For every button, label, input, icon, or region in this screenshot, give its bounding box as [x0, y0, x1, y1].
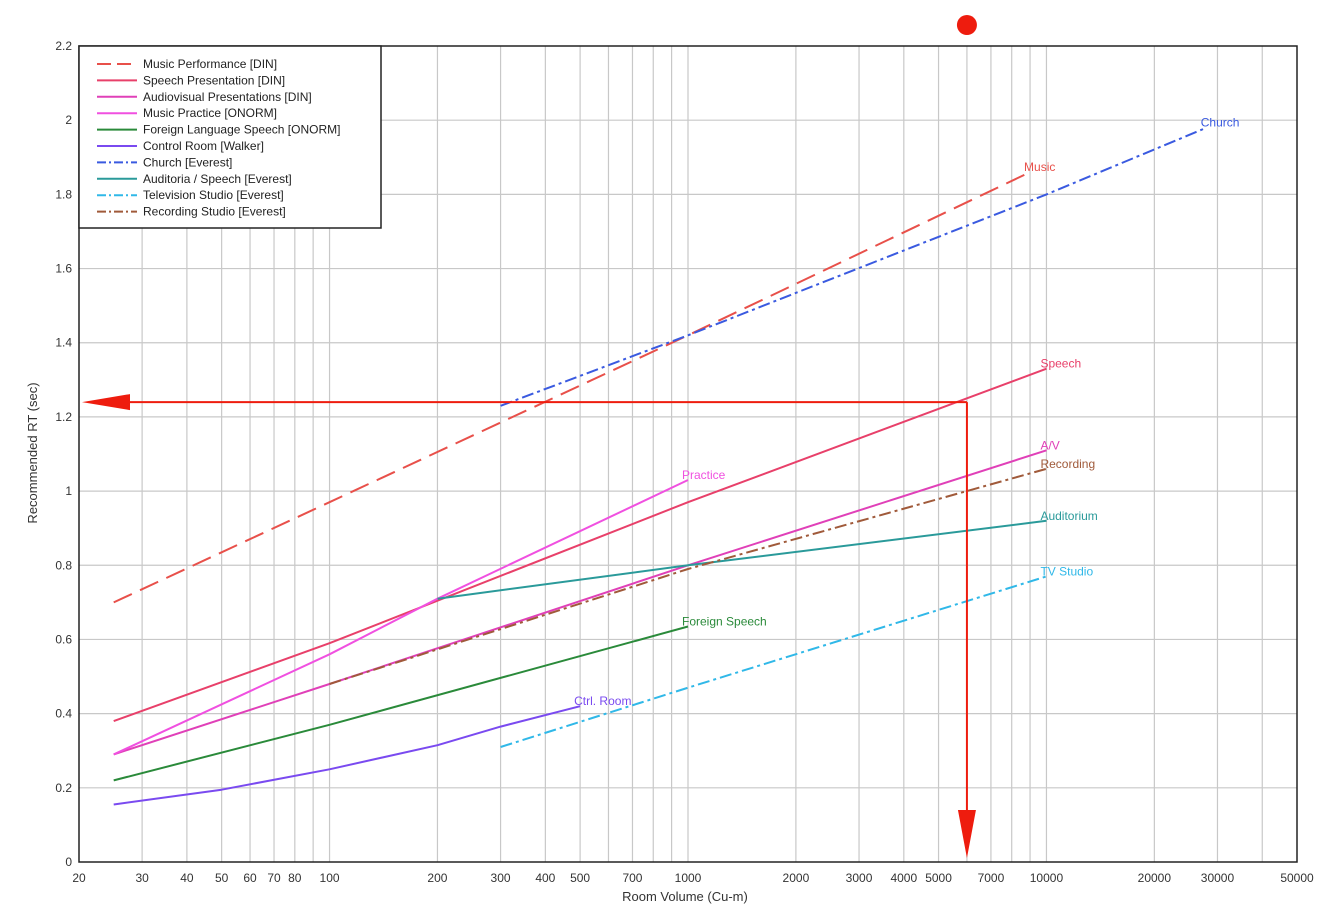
- legend-entry: Music Practice [ONORM]: [143, 106, 277, 120]
- plot-border: [78, 45, 1298, 863]
- series-label: Recording: [1040, 457, 1095, 471]
- series-lines: [113, 126, 1208, 806]
- series-labels: Music Speech A/V Practice Foreign Speech Ctrl…: [574, 116, 1239, 709]
- legend-box: [78, 45, 382, 229]
- series-label: Speech: [1040, 357, 1081, 371]
- vertical-arrow-head: [957, 810, 976, 858]
- x-tick-label: 300: [491, 871, 511, 885]
- series-line: [113, 625, 689, 782]
- series-label: TV Studio: [1040, 564, 1093, 578]
- legend-entry: Foreign Language Speech [ONORM]: [143, 123, 340, 137]
- legend-entry: Television Studio [Everest]: [143, 188, 284, 202]
- x-tick-label: 30000: [1201, 871, 1235, 885]
- x-tick-label: 2000: [783, 871, 810, 885]
- y-tick-label: 1: [65, 484, 72, 498]
- y-axis-title: Recommended RT (sec): [25, 382, 40, 523]
- x-tick-label: 400: [535, 871, 555, 885]
- legend-entry: Music Performance [DIN]: [143, 57, 277, 71]
- x-tick-label: 30: [135, 871, 149, 885]
- series-line: [329, 467, 1047, 685]
- y-tick-label: 0.8: [55, 558, 72, 572]
- legend-entry: Recording Studio [Everest]: [143, 205, 286, 219]
- series-label: Ctrl. Room: [574, 694, 631, 708]
- x-tick-label: 70: [267, 871, 281, 885]
- x-tick-label: 4000: [890, 871, 917, 885]
- y-tick-label: 0.4: [55, 707, 72, 721]
- x-tick-label: 50000: [1280, 871, 1314, 885]
- legend-entry: Auditoria / Speech [Everest]: [143, 172, 292, 186]
- horizontal-arrow-head: [82, 394, 130, 411]
- series-label: Music: [1024, 160, 1055, 174]
- y-tick-label: 1.8: [55, 187, 72, 201]
- series-line: [437, 519, 1047, 600]
- red-dot-marker: [956, 15, 977, 35]
- x-tick-label: 3000: [846, 871, 873, 885]
- x-tick-label: 40: [180, 871, 194, 885]
- legend-entry: Speech Presentation [DIN]: [143, 73, 285, 87]
- legend-entry: Church [Everest]: [143, 155, 232, 169]
- series-line: [113, 171, 1031, 604]
- x-tick-label: 700: [622, 871, 642, 885]
- x-tick-label: 20000: [1138, 871, 1172, 885]
- y-tick-label: 1.2: [55, 410, 72, 424]
- x-tick-label: 50: [215, 871, 229, 885]
- series-line: [500, 575, 1047, 748]
- y-tick-label: 0: [65, 855, 72, 869]
- annotation: [82, 15, 977, 858]
- x-tick-label: 5000: [925, 871, 952, 885]
- x-tick-label: 60: [243, 871, 257, 885]
- y-tick-label: 1.6: [55, 262, 72, 276]
- series-line: [500, 126, 1208, 407]
- x-tick-label: 1000: [675, 871, 702, 885]
- x-axis-title: Room Volume (Cu-m): [622, 889, 748, 904]
- y-tick-label: 1.4: [55, 336, 72, 350]
- legend-entry: Control Room [Walker]: [143, 139, 264, 153]
- y-tick-label: 0.2: [55, 781, 72, 795]
- x-tick-label: 200: [427, 871, 447, 885]
- plot-frame: [78, 45, 1298, 863]
- legend-entry: Audiovisual Presentations [DIN]: [143, 90, 312, 104]
- y-tick-label: 2.2: [55, 39, 72, 53]
- series-label: Practice: [682, 468, 726, 482]
- series-line: [113, 479, 689, 756]
- series-line: [113, 449, 1047, 756]
- series-label: Foreign Speech: [682, 614, 767, 628]
- y-tick-label: 2: [65, 113, 72, 127]
- x-tick-label: 500: [570, 871, 590, 885]
- series-line: [113, 705, 581, 806]
- series-label: A/V: [1040, 438, 1059, 452]
- x-tick-label: 7000: [978, 871, 1005, 885]
- x-tick-label: 80: [288, 871, 302, 885]
- series-label: Auditorium: [1040, 509, 1097, 523]
- x-tick-label: 10000: [1030, 871, 1064, 885]
- tick-labels: 20 30 40 50 60 70 80 100 200 300 400 500 700 1000 2000…: [55, 39, 1314, 885]
- legend: Music Performance [DIN] Speech Presentati…: [78, 45, 382, 229]
- series-line: [113, 367, 1047, 723]
- series-label: Church: [1201, 116, 1240, 130]
- x-tick-label: 20: [72, 871, 86, 885]
- x-tick-label: 100: [320, 871, 340, 885]
- y-tick-label: 0.6: [55, 632, 72, 646]
